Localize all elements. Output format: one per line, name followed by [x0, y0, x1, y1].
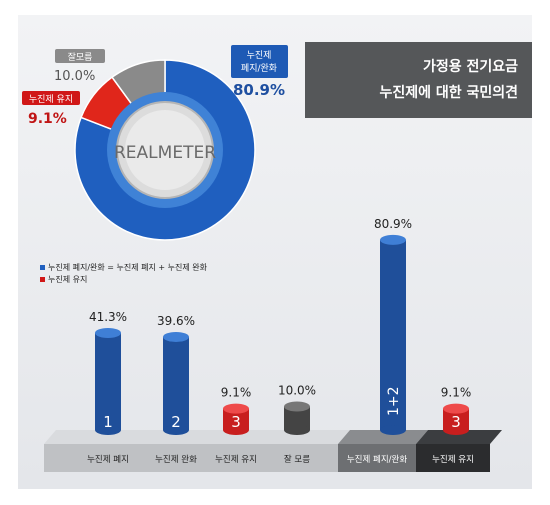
bar-cap [163, 331, 189, 342]
bar-category-label: 잘 모름 [284, 454, 310, 465]
bar-base [380, 425, 406, 435]
bar-marker: 1 [103, 413, 113, 431]
label-keep-name: 누진제 유지 [29, 94, 73, 105]
bar-marker: 1+2 [386, 386, 402, 416]
label-abolish-relax-line2: 폐지/완화 [241, 62, 277, 74]
floor-top-left [44, 430, 350, 444]
bar-category-label: 누진제 폐지 [87, 454, 129, 465]
title-line1: 가정용 전기요금 [422, 59, 518, 75]
legend-text-keep: 누진제 유지 [48, 275, 88, 284]
legend-item-keep: 누진제 유지 [40, 274, 87, 285]
floor-front-right [416, 444, 490, 472]
bar-category-label: 누진제 유지 [432, 454, 474, 465]
bar-3: 9.1% 3 누진제 유지 [215, 386, 257, 465]
bar-value-label: 80.9% [374, 217, 412, 231]
bar-body [163, 336, 189, 430]
bar-value-label: 39.6% [157, 314, 195, 328]
bar-value-label: 9.1% [441, 386, 472, 400]
label-keep-value: 9.1% [28, 111, 67, 127]
pie-chart: REALMETER [74, 59, 256, 241]
bar-body [443, 408, 469, 430]
label-unknown: 잘모름 10.0% [54, 49, 105, 84]
floor-front-left [44, 444, 338, 472]
bar-base [443, 425, 469, 435]
bar-base [284, 425, 310, 435]
bar-marker: 3 [451, 413, 461, 431]
bar-5: 80.9% 1+2 누진제 폐지/완화 [347, 217, 412, 465]
legend-item-abolish-relax: 누진제 폐지/완화 = 누진제 폐지 + 누진제 완화 [40, 262, 207, 273]
bar-body [284, 406, 310, 430]
bar-cap [443, 403, 469, 414]
bar-cap [284, 401, 310, 412]
bar-cap [380, 234, 406, 245]
bar-1: 41.3% 1 누진제 폐지 [87, 310, 129, 465]
label-abolish-relax: 누진제 폐지/완화 80.9% [231, 45, 288, 99]
bar-value-label: 9.1% [221, 386, 252, 400]
bar-category-label: 누진제 완화 [155, 454, 197, 465]
bar-marker: 3 [231, 413, 241, 431]
bar-category-label: 누진제 폐지/완화 [347, 454, 407, 465]
pie-center-highlight [125, 110, 205, 190]
bar-cap [223, 403, 249, 414]
legend-swatch-red [40, 277, 45, 282]
legend-swatch-blue [40, 265, 45, 270]
bar-6: 9.1% 3 누진제 유지 [432, 386, 474, 465]
title-box: 가정용 전기요금 누진제에 대한 국민의견 [305, 42, 532, 118]
label-abolish-relax-box [231, 45, 288, 78]
bar-chart: 41.3% 1 누진제 폐지 39.6% 2 누진제 완화 9.1% 3 누진제 유지 10.0%… [44, 217, 502, 472]
label-unknown-value: 10.0% [54, 69, 95, 84]
bar-body [95, 332, 121, 430]
label-unknown-box [55, 49, 105, 63]
floor-top-mid [338, 430, 428, 444]
label-unknown-name: 잘모름 [68, 51, 93, 63]
bar-value-label: 41.3% [89, 310, 127, 324]
logo-text: REALMETER [114, 143, 216, 163]
bar-base [223, 425, 249, 435]
bar-base [95, 425, 121, 435]
label-abolish-relax-value: 80.9% [233, 81, 285, 99]
label-keep-box [22, 91, 80, 105]
bar-4: 10.0% 잘 모름 [278, 384, 316, 466]
bar-cap [95, 327, 121, 338]
bar-value-label: 10.0% [278, 384, 316, 398]
bar-body [380, 239, 406, 430]
title-line2: 누진제에 대한 국민의견 [379, 85, 518, 101]
bar-body [223, 408, 249, 430]
bar-category-label: 누진제 유지 [215, 454, 257, 465]
floor-top-right [416, 430, 502, 444]
label-keep: 누진제 유지 9.1% [22, 91, 80, 127]
label-abolish-relax-line1: 누진제 [247, 50, 272, 61]
legend-text-abolish-relax: 누진제 폐지/완화 = 누진제 폐지 + 누진제 완화 [48, 263, 208, 272]
bar-2: 39.6% 2 누진제 완화 [155, 314, 197, 465]
floor-front-mid [338, 444, 416, 472]
bar-marker: 2 [171, 413, 181, 431]
bar-base [163, 425, 189, 435]
